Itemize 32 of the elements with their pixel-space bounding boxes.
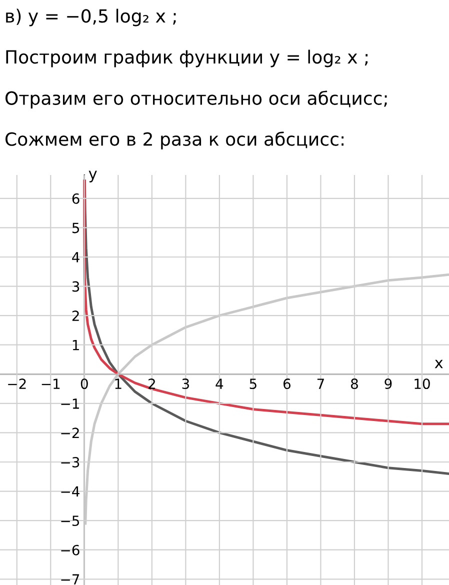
y-tick-label: −6 [61, 544, 80, 556]
x-tick-label: −2 [8, 378, 26, 389]
x-tick-label: 3 [182, 378, 189, 390]
y-tick-label: 3 [72, 281, 80, 292]
text: Построим график функции y = log₂ x ; [6, 50, 368, 68]
x-tick-label: 0 [80, 378, 88, 390]
x-axis-title: x [434, 360, 443, 368]
y-tick-label: 6 [72, 193, 80, 204]
x-tick-label: 8 [350, 378, 358, 390]
y-tick-label: −3 [61, 456, 80, 468]
x-tick-label: 5 [250, 378, 256, 390]
y-tick-label: −4 [61, 486, 80, 497]
y-tick-label: 1 [72, 340, 79, 350]
chart-title: в) y = −0,5 log₂ x ; [6, 8, 176, 26]
y-tick-label: 2 [72, 310, 79, 321]
y-tick-label: −7 [61, 574, 80, 584]
y-tick-label: −2 [61, 428, 79, 438]
x-tick-label: 9 [384, 378, 392, 390]
text: Сожмем его в 2 раза к оси абсцисс: [6, 132, 344, 150]
x-tick-label: −1 [42, 378, 60, 389]
y-axis-title: y [88, 170, 97, 182]
x-tick-label: 2 [148, 378, 155, 389]
x-tick-label: 6 [284, 378, 290, 390]
y-tick-label: −1 [61, 398, 79, 409]
x-tick-label: 4 [216, 378, 224, 389]
y-tick-label: 5 [72, 222, 80, 234]
x-tick-label: 7 [317, 378, 324, 389]
y-tick-label: 4 [72, 252, 80, 262]
text: Отразим его относительно оси абсцисс; [6, 90, 387, 108]
y-tick-label: −5 [61, 516, 80, 526]
x-tick-label: 10 [414, 378, 430, 390]
x-tick-label: 1 [115, 378, 122, 389]
